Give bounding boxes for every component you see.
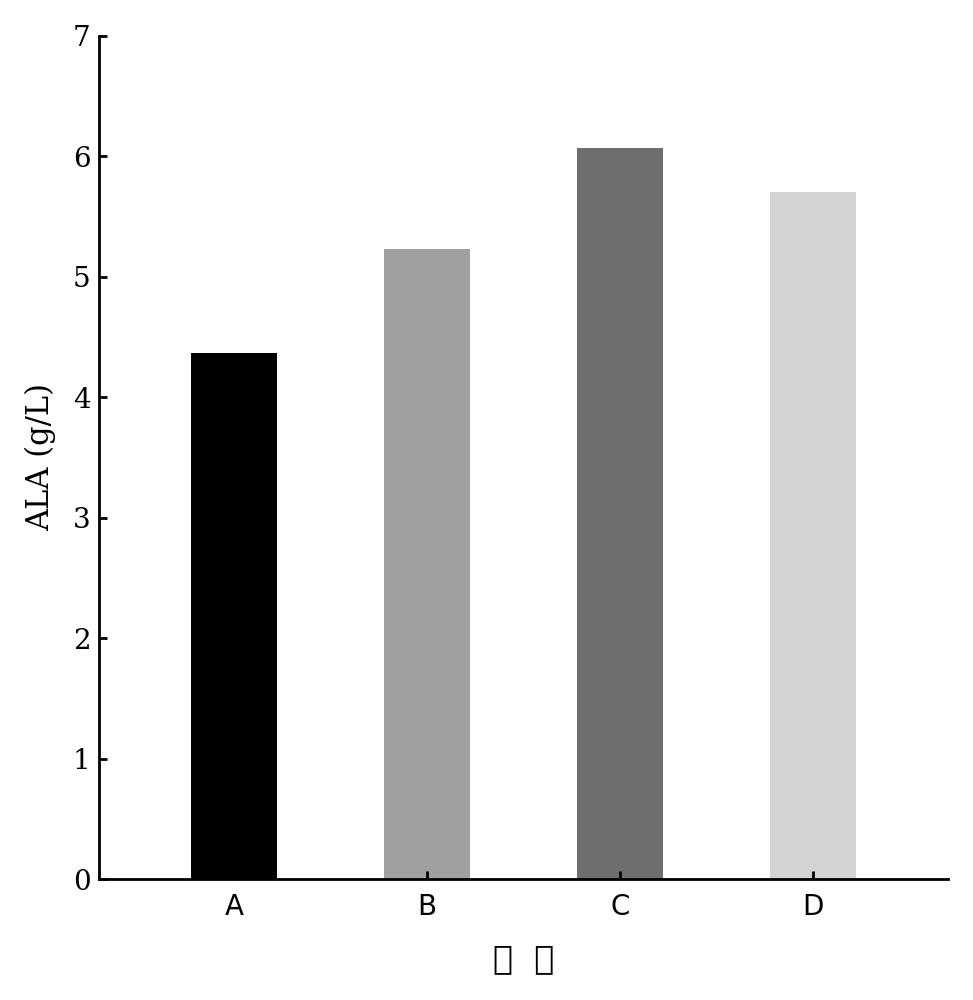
Bar — [191, 353, 277, 879]
Y-axis label: ALA (g/L): ALA (g/L) — [25, 383, 56, 531]
Bar — [577, 148, 664, 879]
X-axis label: 菌  株: 菌 株 — [493, 942, 554, 975]
Bar — [770, 192, 856, 879]
Bar — [383, 249, 470, 879]
